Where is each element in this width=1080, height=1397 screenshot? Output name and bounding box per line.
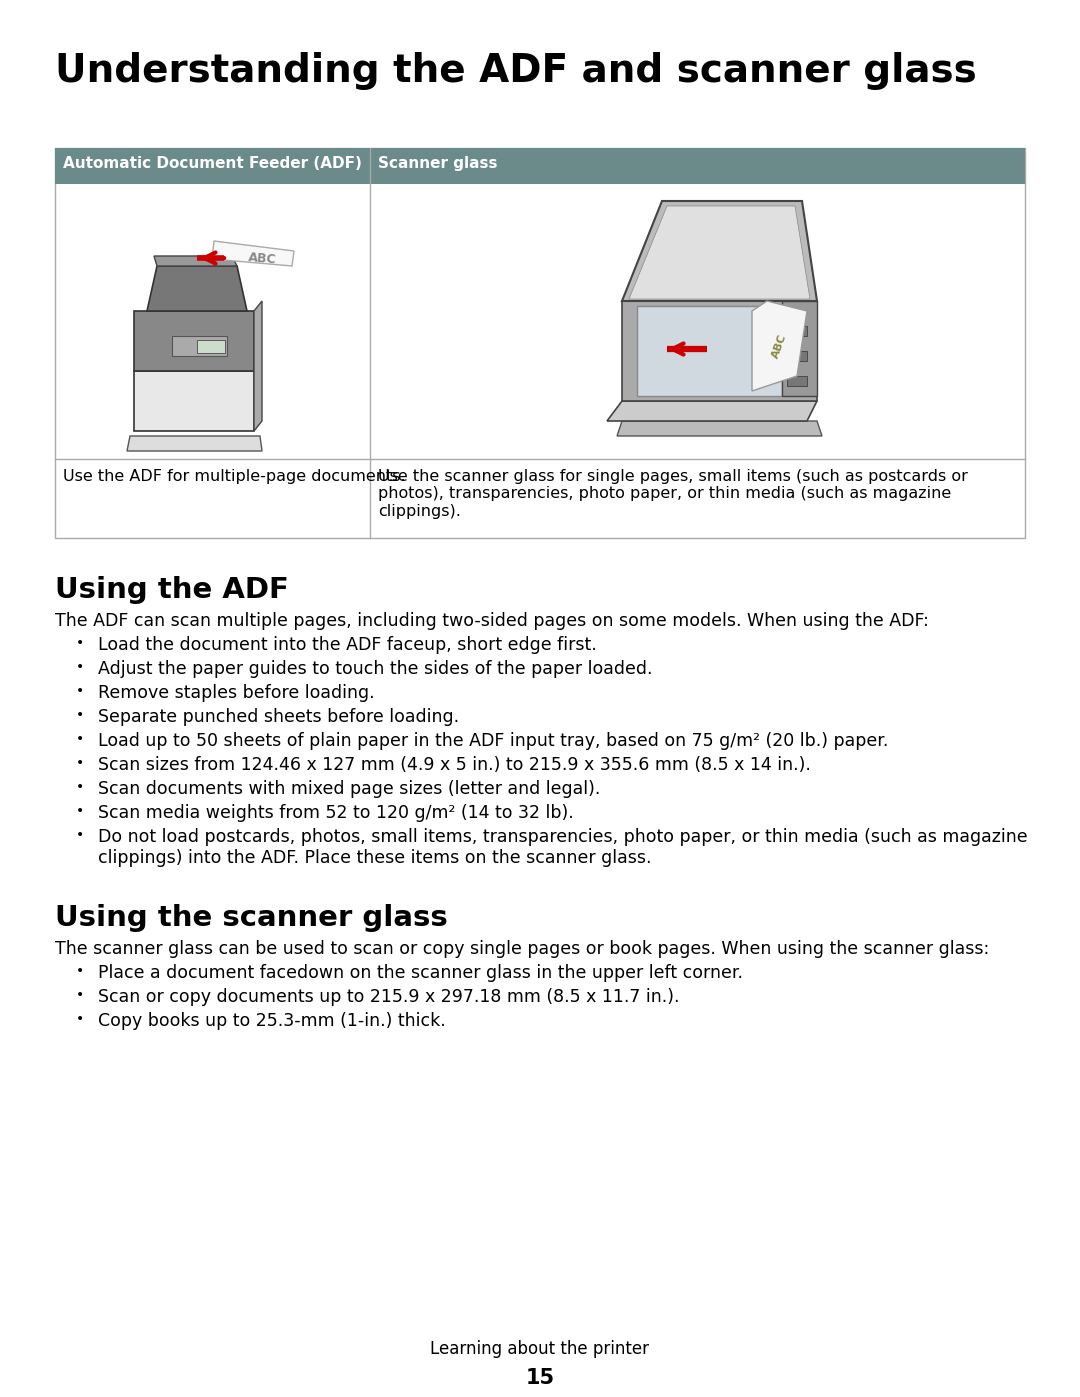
Polygon shape	[637, 306, 782, 395]
Text: Copy books up to 25.3-mm (1-in.) thick.: Copy books up to 25.3-mm (1-in.) thick.	[98, 1011, 446, 1030]
Polygon shape	[622, 300, 816, 401]
Text: Adjust the paper guides to touch the sides of the paper loaded.: Adjust the paper guides to touch the sid…	[98, 659, 652, 678]
Text: Using the scanner glass: Using the scanner glass	[55, 904, 448, 932]
Bar	[787, 376, 807, 386]
Text: •: •	[76, 708, 84, 722]
Polygon shape	[134, 372, 254, 432]
Text: Scanner glass: Scanner glass	[378, 156, 498, 170]
Text: •: •	[76, 756, 84, 770]
Text: •: •	[76, 805, 84, 819]
Polygon shape	[147, 265, 247, 312]
Text: Separate punched sheets before loading.: Separate punched sheets before loading.	[98, 708, 459, 726]
Text: •: •	[76, 964, 84, 978]
Text: •: •	[76, 988, 84, 1002]
Polygon shape	[154, 256, 237, 265]
Polygon shape	[752, 300, 807, 391]
Polygon shape	[254, 300, 262, 432]
Text: Scan or copy documents up to 215.9 x 297.18 mm (8.5 x 11.7 in.).: Scan or copy documents up to 215.9 x 297…	[98, 988, 679, 1006]
Bar	[55, 148, 1025, 538]
Text: Automatic Document Feeder (ADF): Automatic Document Feeder (ADF)	[63, 156, 362, 170]
Polygon shape	[134, 312, 254, 372]
Text: Remove staples before loading.: Remove staples before loading.	[98, 685, 375, 703]
Text: Use the ADF for multiple-page documents.: Use the ADF for multiple-page documents.	[63, 469, 406, 483]
Text: Learning about the printer: Learning about the printer	[431, 1340, 649, 1358]
Bar	[370, 148, 1025, 184]
Text: •: •	[76, 732, 84, 746]
Text: Scan sizes from 124.46 x 127 mm (4.9 x 5 in.) to 215.9 x 355.6 mm (8.5 x 14 in.): Scan sizes from 124.46 x 127 mm (4.9 x 5…	[98, 756, 811, 774]
Text: Scan media weights from 52 to 120 g/m² (14 to 32 lb).: Scan media weights from 52 to 120 g/m² (…	[98, 805, 573, 821]
Bar	[787, 351, 807, 360]
Polygon shape	[782, 300, 816, 395]
Bar	[787, 326, 807, 337]
Text: Do not load postcards, photos, small items, transparencies, photo paper, or thin: Do not load postcards, photos, small ite…	[98, 828, 1028, 866]
Text: •: •	[76, 659, 84, 673]
Polygon shape	[629, 205, 810, 299]
Text: Use the scanner glass for single pages, small items (such as postcards or
photos: Use the scanner glass for single pages, …	[378, 469, 968, 518]
Text: •: •	[76, 780, 84, 793]
Bar	[197, 339, 225, 353]
Text: The scanner glass can be used to scan or copy single pages or book pages. When u: The scanner glass can be used to scan or…	[55, 940, 989, 958]
Polygon shape	[212, 242, 294, 265]
Text: Place a document facedown on the scanner glass in the upper left corner.: Place a document facedown on the scanner…	[98, 964, 743, 982]
Text: Understanding the ADF and scanner glass: Understanding the ADF and scanner glass	[55, 52, 976, 89]
Text: Load up to 50 sheets of plain paper in the ADF input tray, based on 75 g/m² (20 : Load up to 50 sheets of plain paper in t…	[98, 732, 889, 750]
Text: Using the ADF: Using the ADF	[55, 576, 288, 604]
Polygon shape	[127, 436, 262, 451]
Text: •: •	[76, 685, 84, 698]
Polygon shape	[617, 420, 822, 436]
Text: •: •	[76, 828, 84, 842]
Text: •: •	[76, 1011, 84, 1025]
Polygon shape	[607, 401, 816, 420]
Text: 15: 15	[526, 1368, 554, 1389]
Text: •: •	[76, 636, 84, 650]
Text: ABC: ABC	[770, 332, 788, 359]
Text: The ADF can scan multiple pages, including two-sided pages on some models. When : The ADF can scan multiple pages, includi…	[55, 612, 929, 630]
Polygon shape	[622, 201, 816, 300]
Bar	[55, 148, 370, 184]
Text: Load the document into the ADF faceup, short edge first.: Load the document into the ADF faceup, s…	[98, 636, 597, 654]
Text: ABC: ABC	[247, 251, 276, 267]
Bar	[172, 337, 227, 356]
Text: Scan documents with mixed page sizes (letter and legal).: Scan documents with mixed page sizes (le…	[98, 780, 600, 798]
